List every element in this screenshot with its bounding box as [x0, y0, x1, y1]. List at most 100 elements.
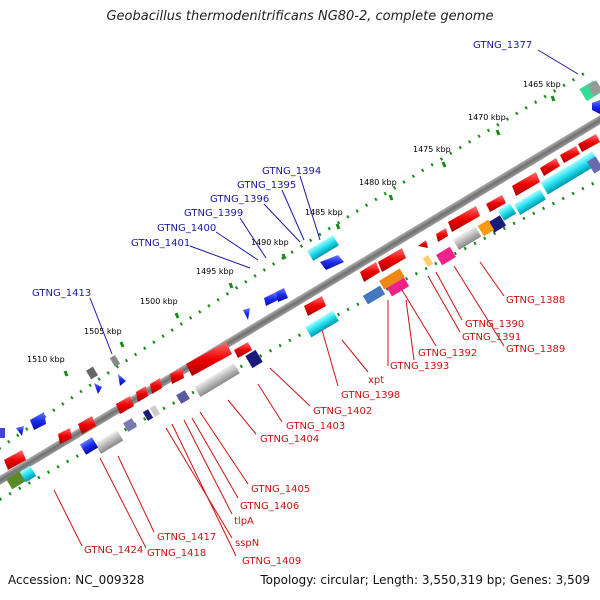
- accession-text: Accession: NC_009328: [8, 573, 145, 587]
- tick-label: 1480 kbp: [359, 178, 397, 187]
- leader-line: [341, 339, 369, 373]
- gene-block: [587, 156, 600, 174]
- gene-block: [436, 246, 456, 266]
- gene-block: [422, 255, 434, 267]
- gene-arrow: [436, 228, 448, 242]
- gene-label[interactable]: GTNG_1400: [157, 223, 216, 234]
- leader-line: [257, 383, 283, 423]
- leader-line: [401, 289, 437, 347]
- major-tick: [441, 161, 447, 168]
- leader-line: [239, 217, 267, 259]
- gene-arrow: [243, 308, 250, 320]
- gene-label[interactable]: GTNG_1393: [390, 361, 449, 372]
- gene-label[interactable]: GTNG_1405: [251, 484, 310, 495]
- outer-genes: [0, 80, 600, 438]
- gene-block: [514, 189, 546, 215]
- tick-label: 1510 kbp: [27, 355, 65, 364]
- gene-block: [123, 418, 137, 432]
- gene-block: [497, 203, 517, 221]
- gene-label[interactable]: GTNG_1388: [506, 295, 565, 306]
- gene-label[interactable]: GTNG_1390: [465, 319, 524, 330]
- gene-arrow: [4, 450, 26, 470]
- leader-line: [537, 49, 579, 75]
- leader-line: [171, 423, 237, 557]
- gene-block: [362, 285, 386, 305]
- gene-label[interactable]: GTNG_1399: [184, 208, 243, 219]
- gene-block: [94, 430, 124, 454]
- leader-line: [191, 417, 239, 499]
- map-title: Geobacillus thermodenitrificans NG80-2, …: [106, 9, 494, 24]
- tick-label: 1485 kbp: [305, 208, 343, 217]
- gene-arrow: [30, 412, 46, 430]
- gene-arrow: [320, 255, 344, 270]
- leader-line: [263, 203, 301, 243]
- leader-line: [183, 419, 233, 515]
- gene-label[interactable]: GTNG_1403: [286, 421, 345, 432]
- gene-label[interactable]: GTNG_1402: [313, 406, 372, 417]
- gene-label[interactable]: GTNG_1377: [473, 40, 532, 51]
- gene-arrow: [378, 248, 406, 272]
- gene-arrow: [304, 296, 326, 316]
- major-tick: [335, 223, 341, 230]
- gene-block: [19, 465, 37, 483]
- gene-block: [85, 366, 99, 380]
- gene-label[interactable]: GTNG_1404: [260, 434, 319, 445]
- gene-arrow: [418, 240, 428, 248]
- gene-block: [379, 268, 405, 290]
- major-tick: [174, 312, 180, 319]
- gene-label[interactable]: GTNG_1394: [262, 166, 321, 177]
- gene-block: [477, 219, 495, 237]
- gene-label[interactable]: tlpA: [234, 516, 254, 527]
- gene-label[interactable]: GTNG_1401: [131, 238, 190, 249]
- gene-arrow: [540, 158, 560, 176]
- leader-line: [281, 189, 305, 241]
- major-tick: [495, 129, 501, 136]
- gene-label[interactable]: GTNG_1396: [210, 194, 269, 205]
- gene-arrow: [116, 396, 134, 414]
- gene-label[interactable]: GTNG_1392: [418, 348, 477, 359]
- scale-ring: [0, 68, 591, 450]
- gene-arrow: [592, 100, 600, 114]
- leader-line: [117, 455, 155, 533]
- gene-block: [149, 405, 161, 417]
- gene-block: [0, 428, 5, 438]
- gene-label[interactable]: GTNG_1395: [237, 180, 296, 191]
- gene-block: [305, 310, 339, 338]
- gene-arrow: [360, 262, 380, 282]
- gene-block: [6, 470, 26, 490]
- leader-line: [215, 231, 259, 261]
- gene-arrow: [94, 383, 102, 394]
- major-tick: [63, 370, 69, 377]
- gene-label[interactable]: GTNG_1424: [84, 545, 143, 556]
- gene-label[interactable]: GTNG_1418: [147, 548, 206, 559]
- leader-line: [89, 297, 113, 355]
- gene-arrow: [560, 146, 580, 163]
- gene-arrow: [150, 378, 162, 394]
- gene-arrow: [512, 172, 540, 196]
- leader-line: [479, 261, 505, 297]
- gene-label[interactable]: GTNG_1409: [242, 556, 301, 567]
- lower-genes: [6, 151, 600, 490]
- gene-block: [176, 390, 190, 404]
- genome-summary: Topology: circular; Length: 3,550,319 bp…: [260, 573, 590, 587]
- gene-block: [540, 151, 600, 195]
- gene-arrow: [276, 288, 288, 302]
- gene-label[interactable]: GTNG_1413: [32, 288, 91, 299]
- gene-label[interactable]: GTNG_1406: [240, 501, 299, 512]
- gene-label[interactable]: sspN: [235, 538, 259, 549]
- gene-label[interactable]: GTNG_1389: [506, 344, 565, 355]
- leader-line: [453, 265, 505, 347]
- inner-ring: [0, 178, 600, 502]
- tick-label: 1470 kbp: [468, 113, 506, 122]
- reverse-genes: [4, 134, 600, 470]
- leader-line: [189, 245, 251, 269]
- gene-block: [307, 235, 339, 261]
- gene-label[interactable]: GTNG_1417: [157, 532, 216, 543]
- gene-label[interactable]: GTNG_1398: [341, 390, 400, 401]
- gene-block: [386, 277, 410, 297]
- gene-label[interactable]: xpt: [368, 375, 384, 386]
- gene-label[interactable]: GTNG_1391: [462, 332, 521, 343]
- gene-arrow: [78, 416, 96, 434]
- tick-label: 1500 kbp: [140, 297, 178, 306]
